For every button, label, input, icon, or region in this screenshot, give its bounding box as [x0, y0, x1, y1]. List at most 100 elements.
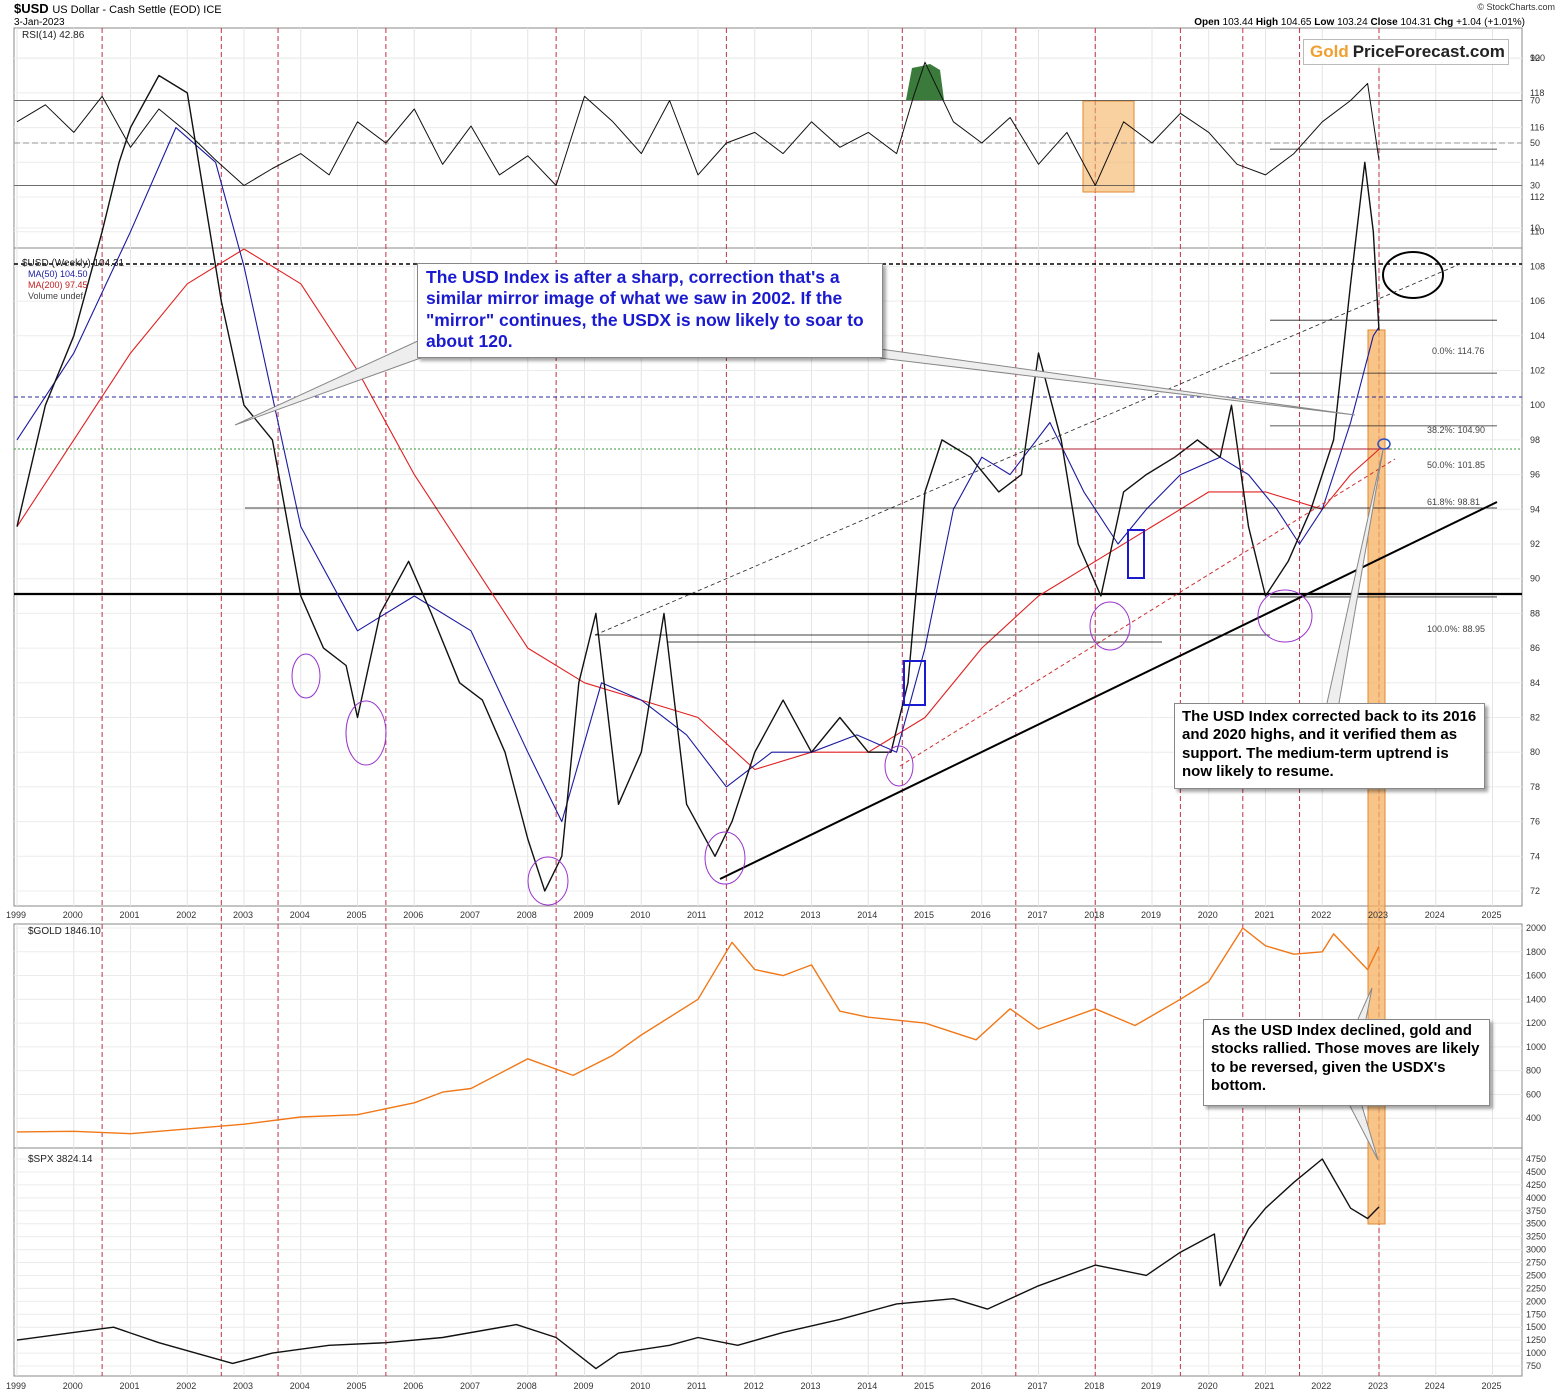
spx-tick: 3250	[1526, 1232, 1546, 1242]
spx-year-label: 2018	[1084, 1381, 1104, 1391]
usd-tick: 74	[1530, 851, 1540, 861]
high-label: High	[1255, 17, 1279, 28]
usd-tick: 78	[1530, 782, 1540, 792]
usd-year-label: 2018	[1084, 910, 1104, 920]
bottom-circle-4	[884, 745, 914, 787]
annotation-gold-stocks: As the USD Index declined, gold and stoc…	[1203, 1019, 1490, 1106]
usd-year-label: 2005	[347, 910, 367, 920]
ma200-legend: MA(200) 97.45	[28, 280, 88, 290]
rsi-panel	[14, 61, 1522, 186]
fibonacci-levels: 0.0%: 114.76 38.2%: 104.90 50.0%: 101.85…	[1270, 148, 1497, 634]
spx-year-label: 2025	[1482, 1381, 1502, 1391]
spx-year-label: 2020	[1198, 1381, 1218, 1391]
spx-year-label: 1999	[6, 1381, 26, 1391]
spx-year-label: 2005	[347, 1381, 367, 1391]
symbol-name: US Dollar - Cash Settle (EOD) ICE	[52, 4, 222, 16]
target-ellipse	[1382, 251, 1444, 299]
spx-year-label: 2001	[120, 1381, 140, 1391]
spx-year-label: 2000	[63, 1381, 83, 1391]
usd-year-label: 2002	[176, 910, 196, 920]
axis-labels: 10 30 50 70 90 72 74 76 78 80 82 84 86 88 90 92 94 96 98 10…	[6, 53, 1546, 1391]
spx-tick: 4000	[1526, 1193, 1546, 1203]
volume-legend: Volume undef	[28, 291, 84, 301]
usd-year-label: 2004	[290, 910, 310, 920]
gold-legend: $GOLD 1846.10	[28, 926, 101, 937]
current-price-marker	[1377, 438, 1391, 450]
rsi-tick: 50	[1530, 138, 1540, 148]
usd-year-label: 2019	[1141, 910, 1161, 920]
spx-year-label: 2019	[1141, 1381, 1161, 1391]
spx-year-label: 2002	[176, 1381, 196, 1391]
fib-label-0: 0.0%: 114.76	[1432, 346, 1484, 356]
rsi-line	[16, 61, 1380, 186]
annotation-support: The USD Index corrected back to its 2016…	[1174, 703, 1485, 789]
logo-priceforecast: PriceForecast.com	[1352, 42, 1505, 61]
ma200-line	[16, 248, 1380, 771]
usd-tick: 114	[1530, 157, 1544, 167]
usd-tick: 104	[1530, 331, 1545, 341]
spx-year-label: 2006	[403, 1381, 423, 1391]
spx-year-label: 2016	[971, 1381, 991, 1391]
rsi-tick: 70	[1530, 96, 1540, 106]
spx-year-label: 2011	[687, 1381, 706, 1391]
spx-tick: 3000	[1526, 1245, 1546, 1255]
chg-value: +1.04 (+1.01%)	[1456, 17, 1525, 28]
analyst-drawings	[234, 251, 1498, 1161]
spx-year-label: 2024	[1425, 1381, 1445, 1391]
gold-line	[16, 927, 1380, 1135]
spx-panel	[16, 1158, 1380, 1370]
rsi-tick: 30	[1530, 181, 1540, 191]
spx-year-label: 2015	[914, 1381, 934, 1391]
usd-year-label: 2008	[517, 910, 537, 920]
spx-year-label: 2017	[1028, 1381, 1048, 1391]
spx-year-label: 2008	[517, 1381, 537, 1391]
usd-tick: 76	[1530, 817, 1540, 827]
spx-year-label: 2013	[801, 1381, 821, 1391]
pointer-mirror-left	[234, 339, 441, 426]
gold-price-forecast-logo: Gold PriceForecast.com	[1303, 39, 1509, 65]
usd-tick: 112	[1530, 192, 1544, 202]
rsi-legend: RSI(14) 42.86	[22, 30, 85, 41]
gold-tick: 1600	[1526, 971, 1546, 981]
fib-label-61: 61.8%: 98.81	[1427, 497, 1480, 507]
rsi-highlight-box	[1082, 100, 1135, 193]
usd-tick: 94	[1530, 504, 1540, 514]
gold-tick: 1200	[1526, 1018, 1546, 1028]
usd-year-label: 2023	[1368, 910, 1388, 920]
spx-year-label: 2023	[1368, 1381, 1388, 1391]
bottom-circle-1	[345, 700, 387, 766]
spx-year-label: 2010	[630, 1381, 650, 1391]
usd-year-label: 2006	[403, 910, 423, 920]
spx-tick: 750	[1526, 1361, 1541, 1371]
pointer-spx	[1349, 1105, 1379, 1161]
frame-usd	[13, 247, 1523, 907]
usd-tick: 116	[1530, 123, 1544, 133]
fib-label-50: 50.0%: 101.85	[1427, 460, 1485, 470]
usd-year-label: 2017	[1028, 910, 1048, 920]
spx-year-label: 2009	[574, 1381, 594, 1391]
low-value: 103.24	[1337, 17, 1368, 28]
usd-tick: 86	[1530, 643, 1540, 653]
ma50-legend: MA(50) 104.50	[28, 269, 88, 279]
usd-tick: 80	[1530, 747, 1540, 757]
usd-year-label: 2025	[1482, 910, 1502, 920]
spx-tick: 2500	[1526, 1270, 1546, 1280]
usd-year-label: 2009	[574, 910, 594, 920]
usd-tick: 98	[1530, 435, 1540, 445]
stockcharts-credit: © StockCharts.com	[1477, 2, 1555, 12]
spx-year-label: 2021	[1255, 1381, 1275, 1391]
usd-tick: 110	[1530, 227, 1544, 237]
usd-tick: 92	[1530, 539, 1540, 549]
gold-tick: 1000	[1526, 1042, 1546, 1052]
grid-lines	[14, 28, 1522, 1376]
trendline-support	[719, 501, 1498, 880]
pointer-gold	[1357, 987, 1373, 1020]
gold-tick: 1800	[1526, 947, 1546, 957]
blue-box-0	[903, 660, 926, 706]
spx-tick: 2000	[1526, 1296, 1546, 1306]
usd-tick: 106	[1530, 296, 1545, 306]
spx-tick: 1000	[1526, 1348, 1546, 1358]
frame-rsi	[13, 27, 1523, 249]
logo-gold: Gold	[1310, 42, 1349, 61]
